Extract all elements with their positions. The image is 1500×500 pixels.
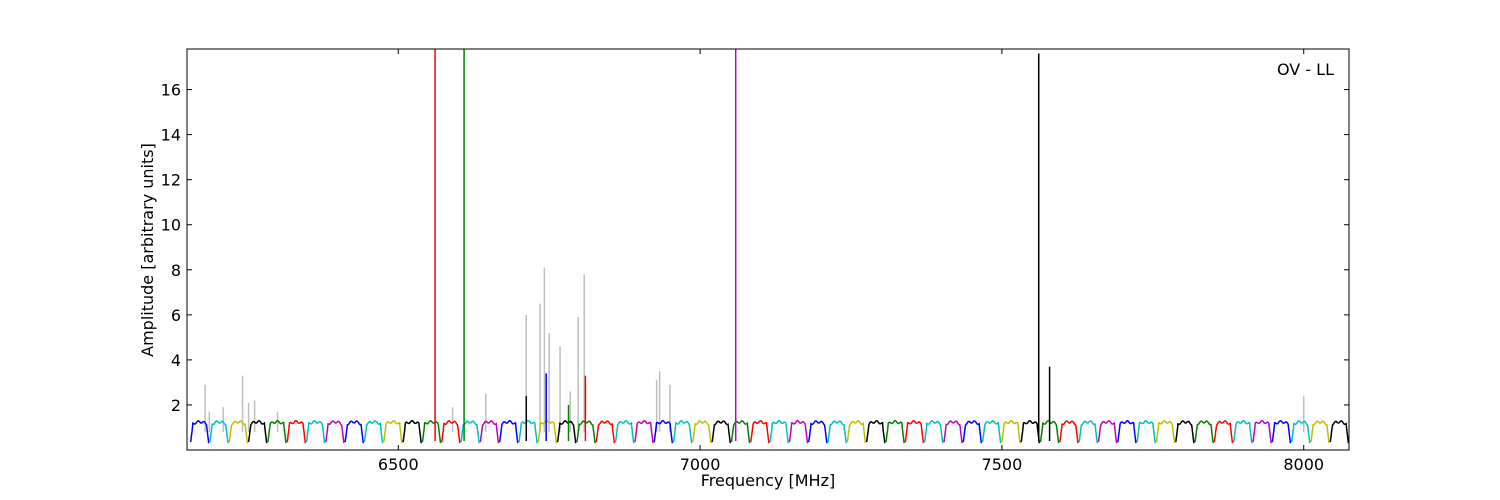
raw-spectrum — [204, 267, 1305, 432]
band-segment — [827, 420, 847, 444]
band-segment — [788, 420, 809, 444]
band-segment — [1290, 420, 1311, 444]
band-segment — [1001, 419, 1021, 444]
band-segment — [730, 420, 751, 444]
band-segment — [537, 420, 558, 444]
band-segment — [325, 420, 345, 444]
y-tick-label: 4 — [171, 351, 181, 370]
band-segment — [305, 420, 326, 444]
band-segment — [267, 419, 287, 444]
band-segment — [1078, 420, 1099, 444]
band-segment — [981, 420, 1002, 444]
y-tick-label: 14 — [161, 126, 181, 145]
band-segment — [209, 420, 229, 444]
band-segment — [556, 420, 577, 444]
band-segment — [865, 420, 886, 444]
band-segment — [228, 420, 249, 444]
x-tick-label: 8000 — [1283, 455, 1324, 474]
band-segment — [846, 420, 867, 444]
band-segment — [402, 419, 422, 444]
y-tick-label: 16 — [161, 81, 181, 100]
band-segment — [711, 420, 732, 444]
band-segment — [1194, 420, 1214, 444]
band-segment — [634, 419, 654, 444]
band-segment — [344, 420, 365, 444]
band-segment — [286, 419, 307, 444]
x-tick-label: 6500 — [378, 455, 419, 474]
band-segment — [769, 419, 789, 444]
annotation-label: OV - LL — [1277, 60, 1334, 79]
band-segment — [943, 420, 963, 444]
band-segment — [1175, 420, 1195, 444]
band-segment — [1097, 420, 1118, 444]
band-segment — [1213, 420, 1234, 444]
band-segment — [363, 420, 384, 444]
x-tick-label: 7500 — [982, 455, 1023, 474]
band-segment — [1329, 420, 1349, 444]
band-segment — [614, 420, 635, 444]
band-segment — [807, 420, 828, 444]
y-tick-label: 10 — [161, 216, 181, 235]
band-segment — [1252, 419, 1272, 444]
band-segment — [1059, 420, 1079, 444]
band-segment — [904, 420, 925, 444]
y-axis-ticks: 2 4 6 8 10 12 14 16 — [161, 81, 1349, 415]
plot-background — [187, 49, 1349, 450]
y-tick-label: 6 — [171, 306, 181, 325]
band-segment — [962, 420, 983, 444]
y-axis-label: Amplitude [arbitrary units] — [138, 143, 157, 357]
y-tick-label: 8 — [171, 261, 181, 280]
band-segment — [479, 420, 500, 444]
x-axis-ticks: 6500 7000 7500 8000 — [378, 49, 1324, 474]
band-segment — [1155, 420, 1176, 444]
band-segment — [595, 420, 616, 444]
band-segment — [1136, 419, 1156, 444]
band-segment — [518, 419, 538, 444]
band-segment — [1117, 419, 1137, 444]
band-segment — [923, 420, 944, 444]
band-segment — [692, 420, 712, 444]
band-segment — [750, 420, 770, 444]
bandpass-series — [189, 419, 1349, 444]
plot-frame — [186, 48, 1350, 451]
band-segment — [189, 420, 210, 444]
band-segment — [1020, 419, 1041, 444]
band-segment — [383, 420, 403, 444]
band-segment — [653, 419, 674, 444]
band-segment — [885, 419, 905, 444]
band-segment — [498, 420, 519, 444]
band-segment — [672, 420, 693, 444]
y-tick-label: 12 — [161, 171, 181, 190]
x-tick-label: 7000 — [680, 455, 721, 474]
band-segment — [440, 420, 461, 444]
y-tick-label: 2 — [171, 396, 181, 415]
spike-series — [434, 49, 1051, 441]
band-segment — [1271, 420, 1292, 444]
band-segment — [1232, 420, 1253, 444]
plot-area — [189, 49, 1349, 444]
band-segment — [421, 420, 442, 444]
band-segment — [1310, 420, 1330, 444]
band-segment — [247, 420, 268, 444]
x-axis-label: Frequency [MHz] — [701, 471, 835, 490]
